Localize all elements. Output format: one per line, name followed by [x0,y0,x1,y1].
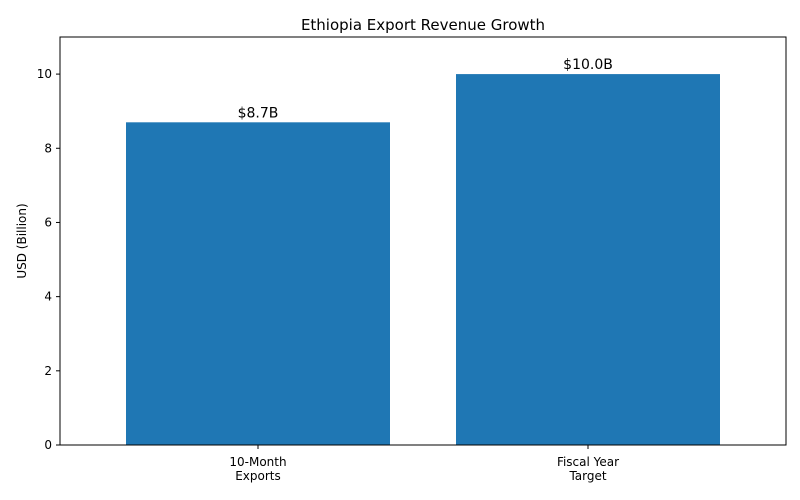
y-tick-label-5: 10 [37,67,52,81]
x-axis: 10-Month Exports Fiscal Year Target [229,445,619,483]
data-label-0: $8.7B [238,105,279,121]
plot-area-frame [59,36,787,446]
y-axis: 0 2 4 6 8 10 [37,67,60,452]
chart-title: Ethiopia Export Revenue Growth [301,16,545,34]
x-tick-label-line: 10-Month [229,455,286,469]
x-tick-label-line: Exports [235,469,281,483]
x-tick-label-line: Target [568,469,606,483]
x-tick-label-1: Fiscal Year Target [557,455,619,483]
y-tick-label-2: 4 [44,290,52,304]
y-tick-label-0: 0 [44,438,52,452]
data-label-1: $10.0B [563,57,613,73]
data-labels-group: $8.7B $10.0B [238,57,613,121]
bar-1 [456,74,720,445]
y-axis-label: USD (Billion) [15,203,29,278]
y-tick-label-1: 2 [44,364,52,378]
bar-0 [126,122,390,446]
y-tick-label-3: 6 [44,215,52,229]
x-tick-label-line: Fiscal Year [557,455,619,469]
x-tick-label-0: 10-Month Exports [229,455,286,483]
bars-group [126,74,720,446]
y-tick-label-4: 8 [44,141,52,155]
